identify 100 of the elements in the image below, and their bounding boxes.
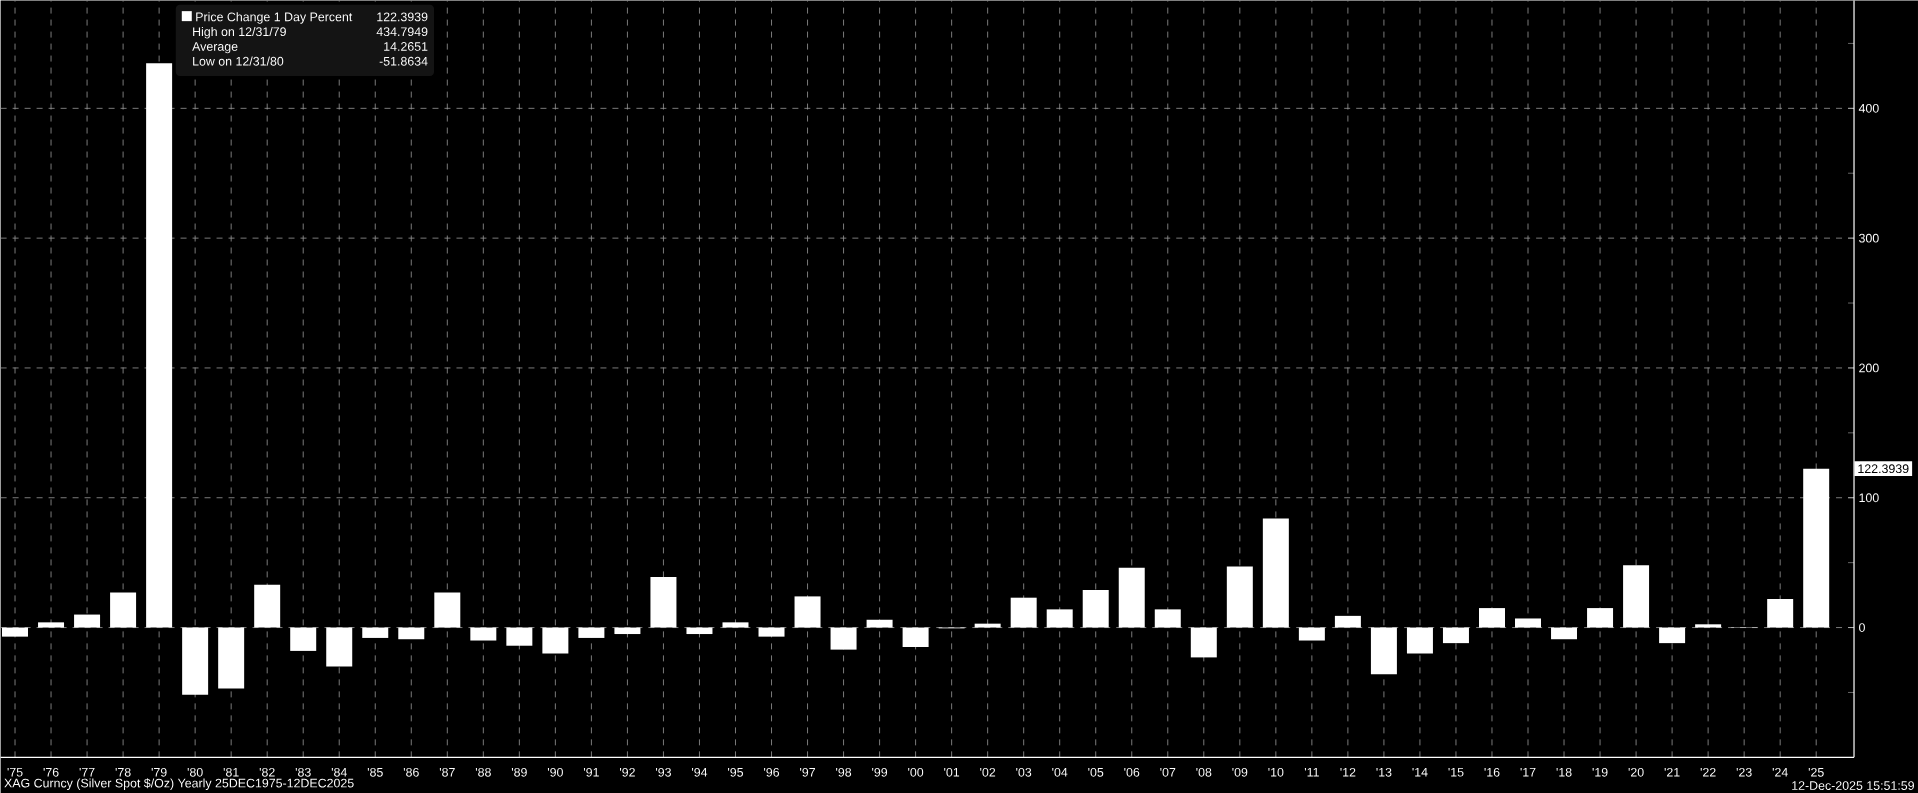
x-tick-label: '95 (728, 767, 744, 777)
x-tick-label: '15 (1448, 767, 1464, 777)
x-tick-label: '18 (1556, 767, 1572, 777)
x-tick-label: '02 (980, 767, 996, 777)
bar (1551, 627, 1578, 640)
x-tick-label: '00 (908, 767, 924, 777)
x-tick-label: '94 (692, 767, 708, 777)
x-tick-label: '17 (1520, 767, 1536, 777)
x-tick-label: '88 (475, 767, 491, 777)
bar (686, 627, 713, 634)
y-tick-label: 300 (1859, 233, 1879, 243)
annotation: 14.2651 (384, 41, 428, 51)
annotation: High on 12/31/79 (193, 26, 286, 39)
bar (902, 627, 929, 647)
x-tick-label: '06 (1124, 767, 1140, 777)
bar (1406, 627, 1433, 654)
bar (1442, 627, 1469, 643)
bar (866, 619, 893, 628)
x-tick-label: '78 (115, 767, 131, 777)
bar (218, 627, 245, 689)
x-tick-label: '09 (1232, 767, 1248, 777)
x-tick-label: '04 (1052, 767, 1068, 777)
x-tick-label: '23 (1736, 767, 1752, 777)
x-tick-label: '24 (1772, 767, 1788, 777)
text: 122.3939 (1858, 464, 1909, 473)
bar (758, 627, 785, 637)
x-tick-label: '08 (1196, 767, 1212, 777)
bar (1298, 627, 1325, 641)
bar (1334, 615, 1361, 628)
bar (1154, 609, 1181, 628)
text: 12-Dec-2025 15:51:59 (1792, 781, 1914, 790)
x-tick-label: '16 (1484, 767, 1500, 777)
bar (290, 627, 317, 651)
x-tick-label: '07 (1160, 767, 1176, 777)
bar (470, 627, 497, 641)
bar (1587, 607, 1614, 628)
y-tick-label: 200 (1859, 363, 1879, 373)
x-tick-label: '93 (655, 767, 671, 777)
annotation: Average (192, 42, 238, 54)
bar (1262, 518, 1289, 628)
bar (1226, 566, 1253, 628)
bar (434, 592, 461, 628)
bar (1046, 609, 1073, 628)
x-tick-label: '14 (1412, 767, 1428, 777)
bar (614, 627, 641, 634)
x-tick-label: '96 (764, 767, 780, 777)
x-tick-label: '13 (1376, 767, 1392, 777)
x-tick-label: '92 (619, 767, 635, 777)
x-tick-label: '82 (259, 767, 275, 777)
x-tick-label: '90 (547, 767, 563, 777)
bar (362, 627, 389, 638)
y-tick-label: 400 (1858, 103, 1879, 113)
x-tick-label: '01 (944, 767, 960, 777)
x-tick-label: '76 (43, 767, 59, 777)
x-tick-label: '03 (1016, 767, 1032, 777)
bar (650, 576, 677, 628)
bar (722, 622, 749, 628)
bar (146, 62, 173, 628)
y-tick-label: 0 (1859, 622, 1865, 632)
bar (1370, 627, 1397, 675)
annotation: 434.7949 (376, 27, 428, 36)
x-tick-label: '85 (367, 767, 383, 777)
bar (1082, 589, 1109, 628)
x-tick-label: '22 (1700, 767, 1716, 777)
x-tick-label: '91 (583, 767, 599, 777)
bar (1118, 567, 1145, 628)
x-tick-label: '05 (1088, 767, 1104, 777)
bar (1767, 598, 1794, 628)
bar (2, 627, 29, 637)
bar (974, 623, 1001, 628)
x-tick-label: '80 (187, 767, 203, 777)
bar (398, 627, 425, 640)
x-tick-label: '86 (403, 767, 419, 777)
bar (1623, 565, 1650, 628)
x-tick-label: '77 (79, 767, 95, 777)
annotation: -51.8634 (379, 56, 428, 66)
legend-label: Price Change 1 Day Percent (196, 11, 353, 24)
x-tick-label: '99 (872, 767, 888, 777)
x-tick-label: '79 (151, 767, 167, 777)
x-tick-label: '25 (1808, 767, 1824, 777)
x-tick-label: '81 (223, 767, 239, 777)
x-tick-label: '20 (1628, 767, 1644, 777)
x-tick-label: '84 (331, 767, 347, 777)
bar (794, 596, 821, 628)
bar (38, 622, 65, 628)
bar (326, 627, 353, 667)
x-tick-label: '89 (511, 767, 527, 777)
x-tick-label: '19 (1592, 767, 1608, 777)
bar (254, 584, 281, 628)
x-tick-label: '87 (439, 767, 455, 777)
bar (1010, 597, 1037, 628)
bar (578, 627, 605, 638)
bar (74, 614, 101, 628)
x-tick-label: '10 (1268, 767, 1284, 777)
bar (1659, 627, 1686, 643)
bar (1515, 618, 1542, 628)
bar (1803, 468, 1830, 628)
bar (1478, 607, 1505, 628)
x-tick-label: '98 (836, 767, 852, 777)
annotation: 122.3939 (377, 12, 428, 22)
